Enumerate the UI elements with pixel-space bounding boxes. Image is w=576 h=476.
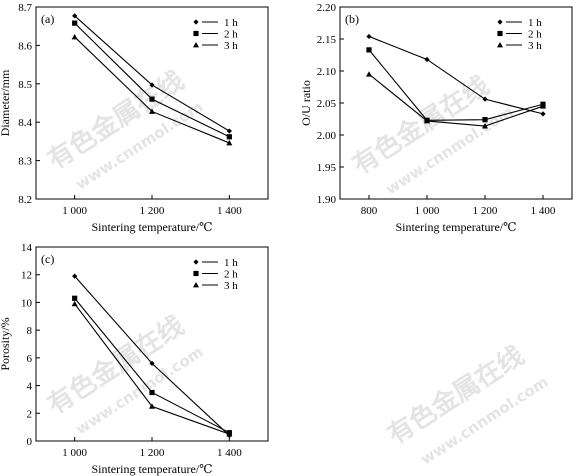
x-tick-label: 1 000 <box>415 205 440 217</box>
data-point-1 <box>226 128 232 134</box>
x-tick-label: 800 <box>361 205 378 217</box>
data-point-1 <box>482 96 488 102</box>
data-point-3 <box>149 403 155 409</box>
series-line-2 <box>368 49 544 121</box>
data-point-3 <box>366 71 372 77</box>
y-tick-label: 8.7 <box>18 2 32 14</box>
legend-marker-3 <box>193 282 199 288</box>
legend-label-3: 3 h <box>224 40 238 52</box>
y-tick-label: 2.00 <box>317 130 337 142</box>
data-point-3 <box>482 123 488 129</box>
legend-marker-2 <box>193 270 199 277</box>
data-point-2 <box>226 134 232 140</box>
data-point-3 <box>424 117 430 124</box>
y-tick-label: 4 <box>27 381 33 393</box>
y-tick-label: 12 <box>21 270 32 282</box>
x-tick-label: 1 200 <box>473 205 498 217</box>
series-line-3 <box>368 73 544 127</box>
legend-marker-1 <box>193 259 199 265</box>
x-tick-label: 1 000 <box>62 447 87 459</box>
data-point-3 <box>226 139 233 146</box>
legend-label-1: 1 h <box>528 17 542 29</box>
chart-panel-a: 8.2 8.3 8.4 8.5 8.6 8.7 1 000 1 200 1 400 Sinteri… <box>0 2 269 234</box>
y-tick-label: 8.6 <box>18 40 32 52</box>
data-point-2 <box>72 295 78 301</box>
legend-marker-2 <box>497 30 503 37</box>
y-tick-label: 8.2 <box>18 194 32 206</box>
x-axis-label: Sintering temperature/℃ <box>91 220 212 234</box>
y-tick-label: 0 <box>27 436 33 448</box>
y-tick-label: 1.95 <box>317 162 337 174</box>
legend-label-3: 3 h <box>528 40 542 52</box>
data-point-1 <box>72 13 78 19</box>
y-tick-label: 10 <box>21 297 33 309</box>
data-point-1 <box>540 111 546 117</box>
panel-label: (a) <box>41 12 54 26</box>
data-point-1 <box>149 360 155 366</box>
data-point-3 <box>149 108 155 114</box>
legend-marker-1 <box>193 19 199 25</box>
y-tick-label: 8 <box>27 325 33 337</box>
panel-label: (b) <box>345 12 359 26</box>
legend-label-1: 1 h <box>224 257 238 269</box>
x-tick-label: 1 200 <box>140 447 165 459</box>
data-point-1 <box>149 82 155 88</box>
legend-marker-3 <box>497 42 503 48</box>
data-point-1 <box>366 33 372 40</box>
data-point-1 <box>72 273 78 279</box>
y-tick-label: 2.05 <box>317 98 337 110</box>
y-axis-label: O/U ratio <box>299 80 313 126</box>
chart-panel-c: 0 2 4 6 8 10 12 14 1 000 1 200 1 400 Sintering temp… <box>0 242 269 476</box>
y-tick-label: 1.90 <box>317 194 337 206</box>
x-tick-label: 1 200 <box>140 205 165 217</box>
data-point-1 <box>424 56 430 63</box>
chart-panel-b: 1.90 1.95 2.00 2.05 2.10 2.15 2.20 800 1 000 1 20… <box>299 2 573 234</box>
data-point-2 <box>149 389 155 396</box>
y-axis-label: Diameter/mm <box>0 69 12 136</box>
legend-label-1: 1 h <box>224 17 238 29</box>
data-point-3 <box>226 431 233 437</box>
data-point-2 <box>482 117 488 123</box>
panel-label: (c) <box>41 252 54 266</box>
y-tick-label: 6 <box>27 353 33 365</box>
x-axis-label: Sintering temperature/℃ <box>91 462 212 476</box>
data-point-3 <box>540 103 546 109</box>
y-tick-label: 8.4 <box>18 117 32 129</box>
legend-marker-3 <box>193 42 199 48</box>
y-tick-label: 2.20 <box>317 2 337 14</box>
legend-label-3: 3 h <box>224 280 238 292</box>
legend-label-2: 2 h <box>224 29 238 41</box>
x-axis-label: Sintering temperature/℃ <box>395 220 516 234</box>
legend-label-2: 2 h <box>528 29 542 41</box>
x-tick-label: 1 400 <box>217 205 242 217</box>
legend-marker-2 <box>193 30 199 37</box>
data-point-2 <box>72 20 78 26</box>
y-tick-label: 8.3 <box>18 156 32 168</box>
y-axis-label: Porosity/% <box>0 317 12 370</box>
x-tick-label: 1 400 <box>531 205 556 217</box>
legend-marker-1 <box>497 19 503 25</box>
data-point-2 <box>366 47 372 53</box>
y-tick-label: 14 <box>21 242 33 254</box>
y-tick-label: 8.5 <box>18 79 32 91</box>
data-point-3 <box>71 33 78 40</box>
legend-label-2: 2 h <box>224 269 238 281</box>
y-tick-label: 2.10 <box>317 66 337 78</box>
data-point-3 <box>71 300 78 307</box>
x-tick-label: 1 000 <box>62 205 87 217</box>
y-tick-label: 2 <box>27 408 33 420</box>
series-line-1 <box>368 35 544 115</box>
y-tick-label: 2.15 <box>317 34 337 46</box>
x-tick-label: 1 400 <box>217 447 242 459</box>
data-point-2 <box>149 96 155 102</box>
